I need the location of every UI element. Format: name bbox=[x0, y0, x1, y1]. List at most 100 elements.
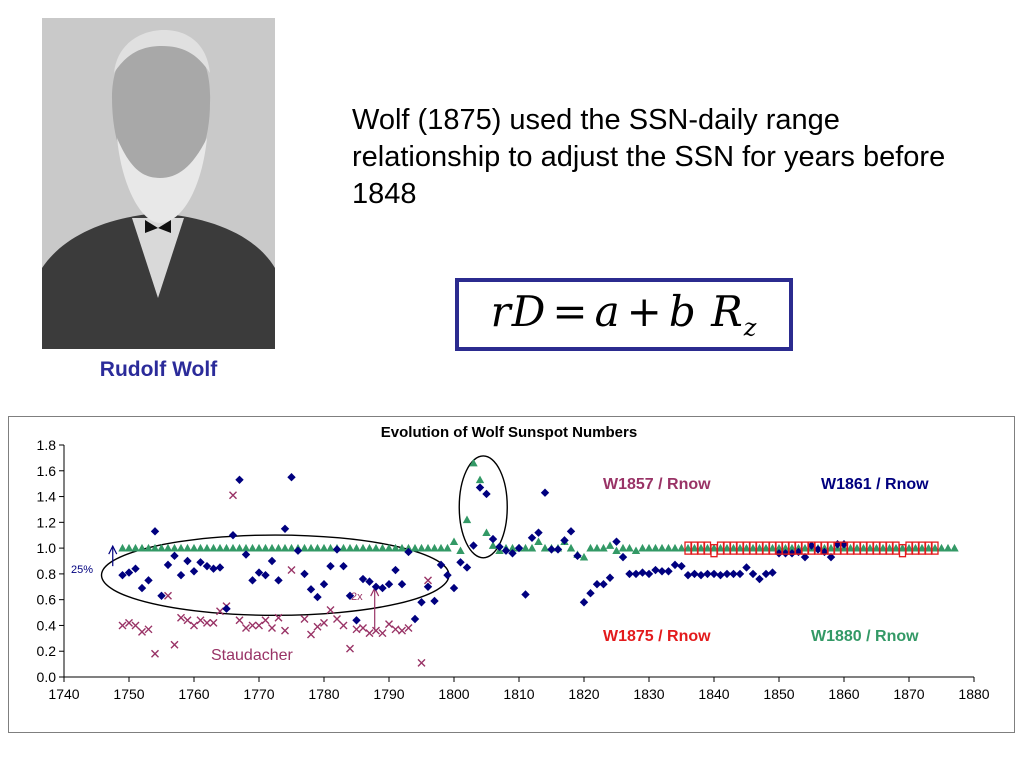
series-w1857 bbox=[118, 491, 432, 667]
point-w1880 bbox=[742, 543, 751, 552]
point-w1861 bbox=[287, 473, 296, 482]
point-w1880 bbox=[430, 543, 439, 552]
y-tick-label: 0.2 bbox=[37, 643, 57, 659]
point-w1861 bbox=[612, 537, 621, 546]
point-w1857 bbox=[378, 629, 387, 638]
point-w1880 bbox=[248, 543, 257, 552]
point-w1861 bbox=[222, 604, 231, 613]
point-w1880 bbox=[781, 543, 790, 552]
point-w1880 bbox=[144, 543, 153, 552]
point-w1880 bbox=[527, 543, 537, 552]
point-w1880 bbox=[774, 543, 784, 552]
point-w1880 bbox=[306, 543, 316, 552]
legend-w1857: W1857 / Rnow bbox=[603, 476, 711, 493]
point-w1861 bbox=[209, 564, 218, 573]
point-w1880 bbox=[826, 543, 836, 552]
point-w1857 bbox=[339, 621, 348, 630]
point-w1861 bbox=[339, 561, 348, 571]
point-w1857 bbox=[144, 625, 153, 634]
point-w1861 bbox=[170, 551, 179, 561]
point-w1861 bbox=[313, 592, 322, 602]
point-w1861 bbox=[599, 580, 608, 589]
formula: rD = a + b Rz bbox=[491, 287, 758, 341]
point-w1857 bbox=[268, 624, 276, 633]
point-w1861 bbox=[306, 585, 316, 594]
point-w1857 bbox=[151, 649, 159, 658]
point-w1880 bbox=[638, 543, 647, 552]
point-w1857 bbox=[209, 618, 218, 627]
point-w1880 bbox=[150, 543, 160, 552]
x-tick-label: 1750 bbox=[113, 686, 144, 702]
point-w1861 bbox=[664, 567, 673, 576]
point-w1861 bbox=[235, 475, 244, 484]
point-w1880 bbox=[898, 543, 907, 552]
x-tick-label: 1740 bbox=[48, 686, 79, 702]
point-w1861 bbox=[430, 596, 439, 606]
point-w1861 bbox=[534, 528, 543, 537]
point-w1861 bbox=[352, 616, 361, 625]
point-w1861 bbox=[716, 570, 725, 580]
point-w1880 bbox=[371, 543, 381, 552]
point-w1880 bbox=[937, 543, 946, 552]
point-w1880 bbox=[625, 543, 634, 552]
point-w1857 bbox=[320, 618, 328, 627]
point-w1880 bbox=[534, 537, 543, 546]
point-w1861 bbox=[397, 580, 407, 589]
point-w1857 bbox=[359, 624, 367, 633]
point-w1861 bbox=[293, 546, 303, 555]
point-w1880 bbox=[878, 543, 888, 552]
point-w1861 bbox=[462, 563, 472, 572]
annotation-25-percent: 25% bbox=[71, 564, 93, 576]
x-tick-label: 1850 bbox=[763, 686, 794, 702]
point-w1880 bbox=[904, 543, 914, 552]
point-w1857 bbox=[385, 620, 393, 629]
point-w1880 bbox=[735, 543, 745, 552]
point-w1861 bbox=[644, 569, 654, 579]
point-w1880 bbox=[846, 543, 855, 552]
x-tick-label: 1800 bbox=[438, 686, 469, 702]
point-w1880 bbox=[891, 543, 901, 552]
chart-ellipses bbox=[100, 455, 508, 631]
point-w1857 bbox=[118, 621, 127, 630]
point-w1880 bbox=[670, 543, 680, 552]
point-w1880 bbox=[592, 543, 602, 552]
point-w1861 bbox=[300, 569, 309, 579]
point-w1880 bbox=[137, 543, 147, 552]
point-w1857 bbox=[183, 616, 192, 625]
point-w1880 bbox=[456, 546, 465, 555]
y-tick-label: 0.6 bbox=[37, 592, 57, 608]
point-w1861 bbox=[163, 560, 173, 570]
point-w1880 bbox=[326, 543, 335, 552]
x-tick-label: 1770 bbox=[243, 686, 274, 702]
chart-frame: Evolution of Wolf Sunspot Numbers 0.0 0.2… bbox=[8, 416, 1015, 733]
x-tick-label: 1810 bbox=[503, 686, 534, 702]
point-w1861 bbox=[319, 580, 329, 589]
point-w1861 bbox=[638, 568, 647, 577]
point-w1861 bbox=[651, 565, 660, 575]
point-w1880 bbox=[313, 543, 322, 552]
point-w1880 bbox=[443, 543, 452, 552]
point-w1861 bbox=[566, 527, 576, 536]
annotation-staudacher: Staudacher bbox=[211, 647, 294, 664]
point-w1861 bbox=[553, 545, 563, 554]
point-w1880 bbox=[885, 543, 894, 552]
point-w1880 bbox=[729, 543, 738, 552]
point-w1861 bbox=[417, 598, 426, 607]
legend-w1875: W1875 / Rnow bbox=[603, 628, 711, 645]
point-w1861 bbox=[579, 598, 589, 607]
point-w1857 bbox=[352, 625, 361, 634]
point-w1861 bbox=[813, 545, 823, 554]
point-w1880 bbox=[540, 543, 550, 552]
point-w1857 bbox=[203, 618, 211, 627]
point-w1880 bbox=[943, 543, 953, 552]
point-w1857 bbox=[391, 625, 400, 634]
point-w1880 bbox=[183, 543, 192, 552]
y-tick-label: 0.4 bbox=[37, 617, 57, 633]
point-w1880 bbox=[703, 543, 712, 552]
x-tick-label: 1820 bbox=[568, 686, 599, 702]
formula-lhs: rD bbox=[490, 287, 547, 337]
point-w1880 bbox=[566, 543, 576, 552]
formula-equals: = bbox=[552, 287, 589, 337]
x-tick-label: 1760 bbox=[178, 686, 209, 702]
point-w1880 bbox=[365, 543, 374, 552]
